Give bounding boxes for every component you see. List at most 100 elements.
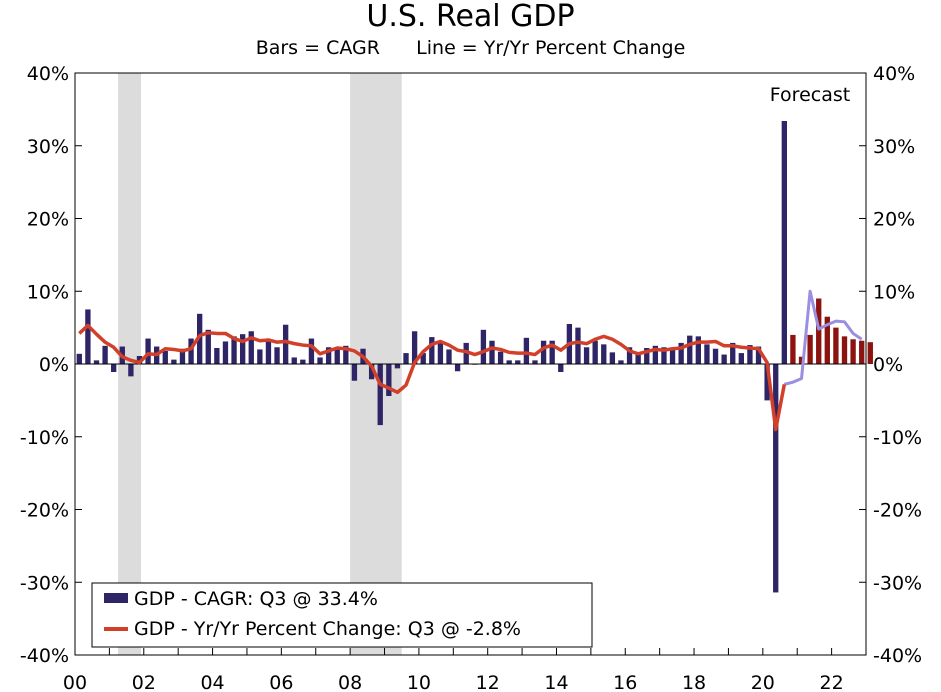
bar-2012Q1 <box>489 340 495 364</box>
x-label-08: 08 <box>338 672 362 692</box>
bar-2018Q2 <box>704 344 710 364</box>
x-axis-labels: 00 02 04 06 08 10 12 14 16 18 20 22 <box>63 672 844 692</box>
bar-2009Q1 <box>386 364 392 397</box>
bar-2006Q1 <box>282 324 289 364</box>
x-label-16: 16 <box>613 672 637 692</box>
bar-2015Q2 <box>601 344 607 364</box>
y-left-label-3: 10% <box>27 281 69 303</box>
bar-2022Q4 <box>859 340 865 364</box>
bar-2015Q1 <box>592 340 598 364</box>
y-right-label-2: 20% <box>873 209 915 231</box>
y-right-label-8: -40% <box>873 645 922 667</box>
bar-2019Q1 <box>730 342 736 364</box>
y-right-label-1: 30% <box>873 136 915 158</box>
bar-2014Q4 <box>583 347 590 364</box>
bar-2015Q4 <box>618 360 624 364</box>
bar-2007Q1 <box>317 357 323 364</box>
bar-2004Q1 <box>214 348 220 364</box>
bar-2022Q2 <box>841 336 848 364</box>
bar-2008Q1 <box>351 364 358 381</box>
bar-2001Q3 <box>128 364 134 377</box>
legend: GDP - CAGR: Q3 @ 33.4% GDP - Yr/Yr Perce… <box>91 582 593 648</box>
bar-2019Q4 <box>755 346 762 364</box>
bar-2010Q2 <box>429 337 435 364</box>
bar-2003Q2 <box>188 338 194 364</box>
bar-2005Q2 <box>257 349 263 364</box>
bar-2007Q4 <box>343 345 349 364</box>
bar-2007Q2 <box>325 347 332 364</box>
bar-2000Q1 <box>76 353 82 364</box>
bar-2021Q1 <box>798 356 805 364</box>
bar-2003Q4 <box>205 329 211 364</box>
y-left-label-7: -30% <box>20 572 69 594</box>
legend-box <box>91 582 593 648</box>
x-label-20: 20 <box>751 672 775 692</box>
bar-2011Q4 <box>480 329 487 364</box>
line-yoy-forecast <box>783 289 863 386</box>
bar-2018Q4 <box>721 354 727 364</box>
bar-2016Q1 <box>626 347 633 364</box>
legend-line-label: GDP - Yr/Yr Percent Change: Q3 @ -2.8% <box>134 618 521 640</box>
x-label-14: 14 <box>544 672 568 692</box>
bar-2011Q1 <box>454 364 461 372</box>
bar-2010Q4 <box>446 349 452 364</box>
bar-2004Q3 <box>231 336 237 364</box>
chart-title: U.S. Real GDP <box>366 0 575 34</box>
bar-2009Q4 <box>411 331 418 364</box>
bar-2013Q3 <box>540 340 547 364</box>
bar-2010Q1 <box>420 353 426 364</box>
bar-2022Q1 <box>833 327 839 365</box>
bar-2002Q4 <box>171 359 177 364</box>
bar-2021Q3 <box>816 298 822 364</box>
bar-2010Q3 <box>437 342 444 364</box>
y-right-label-5: -10% <box>873 427 922 449</box>
x-label-22: 22 <box>820 672 844 692</box>
y-left-label-4: 0% <box>39 354 69 376</box>
bar-2020Q4 <box>790 334 796 364</box>
bar-2012Q4 <box>515 360 521 364</box>
bar-2005Q1 <box>248 331 254 364</box>
y-left-label-6: -20% <box>20 500 69 522</box>
bar-2001Q1 <box>111 364 117 372</box>
bar-undefined <box>867 342 873 364</box>
x-label-02: 02 <box>132 672 156 692</box>
bar-2020Q2 <box>773 364 779 593</box>
y-axis-right-labels: 40% 30% 20% 10% 0% -10% -20% -30% -40% <box>873 63 922 667</box>
axis-ticks <box>74 72 867 656</box>
x-label-10: 10 <box>407 672 431 692</box>
y-left-label-5: -10% <box>20 427 69 449</box>
bar-2013Q2 <box>532 360 538 364</box>
bar-2015Q3 <box>609 352 616 364</box>
x-label-06: 06 <box>269 672 293 692</box>
y-left-label-2: 20% <box>27 209 69 231</box>
bar-2006Q4 <box>308 338 315 364</box>
legend-bar-label: GDP - CAGR: Q3 @ 33.4% <box>134 588 378 610</box>
bar-2000Q3 <box>93 360 100 364</box>
y-left-label-8: -40% <box>20 645 69 667</box>
bar-2009Q2 <box>394 364 401 369</box>
bar-2006Q2 <box>291 357 297 364</box>
bar-2006Q3 <box>300 359 306 364</box>
bar-2014Q3 <box>575 327 581 365</box>
bar-2016Q2 <box>635 354 641 364</box>
legend-bar-swatch <box>104 593 128 603</box>
bar-2004Q2 <box>222 341 229 364</box>
bar-2017Q4 <box>687 335 693 364</box>
bar-2000Q4 <box>102 345 108 364</box>
bar-2018Q1 <box>695 336 702 364</box>
bar-2003Q3 <box>197 313 203 364</box>
bar-2009Q3 <box>403 353 409 364</box>
y-right-label-6: -20% <box>873 500 922 522</box>
bar-2017Q3 <box>678 342 684 364</box>
y-left-label-0: 40% <box>27 63 69 85</box>
bar-2000Q2 <box>85 309 91 364</box>
bar-2012Q2 <box>497 351 504 364</box>
bar-2005Q3 <box>265 340 272 364</box>
forecast-annotation: Forecast <box>770 84 850 106</box>
line-yoy-actual <box>78 323 787 432</box>
y-right-label-7: -30% <box>873 572 922 594</box>
y-right-label-3: 10% <box>873 281 915 303</box>
bar-2016Q4 <box>652 345 659 364</box>
x-label-12: 12 <box>476 672 500 692</box>
bar-2019Q2 <box>738 353 744 364</box>
